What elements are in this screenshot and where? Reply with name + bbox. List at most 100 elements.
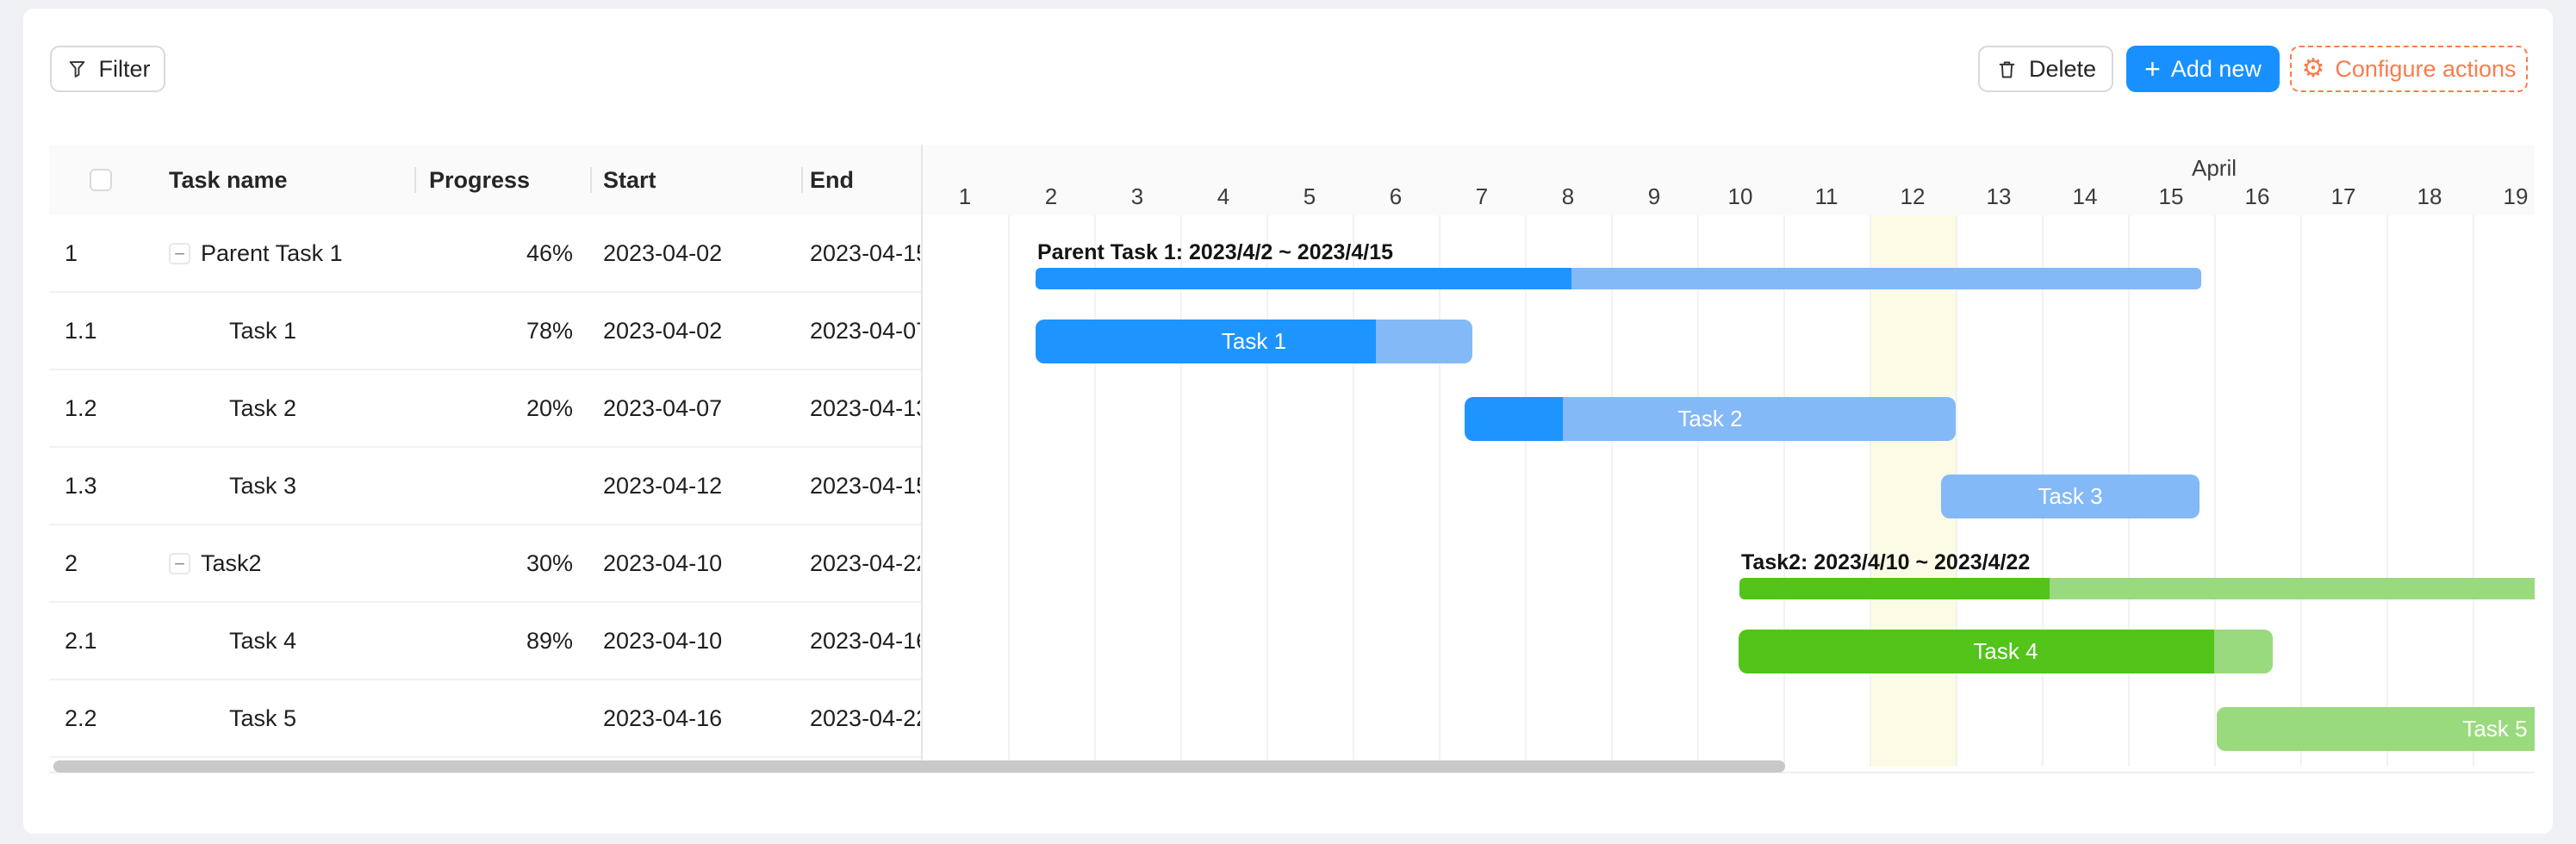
grid-line [2386,215,2388,766]
gantt-bar-label-task2: Task2: 2023/4/10 ~ 2023/4/22 [1741,550,2031,574]
row-id: 1.3 [65,473,97,499]
day-label-12: 12 [1900,183,1926,209]
task-end: 2023-04-22 [810,550,920,576]
row-id: 2.1 [65,628,97,654]
task-progress: 46% [526,240,573,266]
task-name: Task 3 [229,473,297,499]
day-label-7: 7 [1475,183,1489,209]
collapse-toggle-icon[interactable]: − [169,553,190,574]
task-name: Parent Task 1 [201,240,343,266]
day-label-14: 14 [2072,183,2098,209]
table-row-1.1[interactable]: 1.1 Task 1 78% 2023-04-02 2023-04-07 [49,293,922,370]
task-name: Task2 [201,550,262,576]
configure-actions-button[interactable]: ⚙ Configure actions [2290,46,2528,92]
gantt-bar-task-3[interactable]: Task 3 [1941,475,2200,518]
grid-line [1870,215,1871,766]
task-end: 2023-04-07 [810,318,920,344]
task-name: Task 1 [229,318,297,344]
task-end: 2023-04-13 [810,395,920,421]
day-label-1: 1 [958,183,972,209]
task-start: 2023-04-10 [603,628,723,654]
table-row-1.2[interactable]: 1.2 Task 2 20% 2023-04-07 2023-04-13 [49,370,922,448]
task-progress [414,448,573,524]
day-label-19: 19 [2503,183,2529,209]
day-label-4: 4 [1216,183,1230,209]
grid-line [2473,215,2474,766]
grid-line [2214,215,2216,766]
task-start: 2023-04-16 [603,705,723,731]
day-label-17: 17 [2330,183,2356,209]
gantt-bar-progress [1036,268,1572,289]
day-label-5: 5 [1303,183,1316,209]
column-header-start: Start [603,167,656,193]
gantt-bar-task-5[interactable]: Task 5 [2217,707,2535,751]
day-label-15: 15 [2158,183,2184,209]
column-divider [590,167,592,193]
gantt-bar-task2[interactable] [1739,578,2535,599]
widget-bottom-border [49,772,2535,773]
table-row-1.3[interactable]: 1.3 Task 3 2023-04-12 2023-04-15 [49,448,922,525]
grid-line [1008,215,1010,766]
gantt-bar-task-2[interactable]: Task 2 [1465,397,1956,441]
grid-line [1611,215,1613,766]
gantt-bar-progress [1465,397,1563,441]
task-progress: 89% [526,628,573,654]
day-label-13: 13 [1986,183,2012,209]
table-row-2.2[interactable]: 2.2 Task 5 2023-04-16 2023-04-22 [49,680,922,758]
table-chart-divider[interactable] [921,145,923,766]
row-id: 2 [65,550,78,576]
horizontal-scrollbar[interactable] [53,760,1785,773]
column-header-end: End [810,167,854,193]
gantt-timeline-header: April 1 2 3 4 5 6 7 8 9 10 11 12 13 14 15 16 17 18 19 [922,145,2535,215]
select-all-checkbox[interactable] [90,169,112,191]
task-progress: 30% [526,550,573,576]
day-label-11: 11 [1814,183,1839,209]
day-label-6: 6 [1389,183,1403,209]
gantt-bar-progress [1036,320,1377,363]
task-progress: 78% [526,318,573,344]
collapse-toggle-icon[interactable]: − [169,243,190,264]
add-new-button[interactable]: + Add new [2126,46,2280,92]
gantt-bar-text: Task 4 [1973,638,2038,664]
gantt-pane: April 1 2 3 4 5 6 7 8 9 10 11 12 13 14 15 16 17 18 19 Paren… [922,145,2535,766]
filter-button[interactable]: Filter [50,46,165,92]
task-end: 2023-04-22 [810,705,920,731]
column-header-progress: Progress [429,167,531,193]
gantt-bar-parent-task-1[interactable] [1036,268,2201,289]
gantt-bar-progress [1739,578,2050,599]
gantt-bar-text: Task 3 [2038,483,2103,509]
task-end: 2023-04-15 [810,240,920,266]
gantt-bar-text: Task 2 [1677,406,1743,431]
funnel-icon [65,58,89,81]
gantt-body: Parent Task 1: 2023/4/2 ~ 2023/4/15 Task … [922,215,2535,766]
delete-button-label: Delete [2028,55,2097,82]
configure-actions-label: Configure actions [2335,55,2517,82]
gantt-bar-task-1[interactable]: Task 1 [1036,320,1472,363]
table-row-1[interactable]: 1 − Parent Task 1 46% 2023-04-02 2023-04… [49,215,922,293]
add-new-button-label: Add new [2170,55,2262,82]
task-start: 2023-04-07 [603,395,723,421]
grid-line [1094,215,1096,766]
task-start: 2023-04-02 [603,318,723,344]
row-id: 1.1 [65,318,97,344]
gantt-bar-label-parent-task-1: Parent Task 1: 2023/4/2 ~ 2023/4/15 [1037,240,1394,264]
task-progress [414,680,573,756]
grid-line [1439,215,1440,766]
task-start: 2023-04-10 [603,550,723,576]
gantt-bar-text: Task 1 [1221,328,1287,354]
grid-line [1697,215,1699,766]
table-row-2.1[interactable]: 2.1 Task 4 89% 2023-04-10 2023-04-16 [49,603,922,680]
row-id: 1.2 [65,395,97,421]
gear-icon: ⚙ [2301,54,2325,83]
task-start: 2023-04-02 [603,240,723,266]
trash-icon [1995,58,2019,81]
table-header: Task name Progress Start End [49,145,922,215]
table-row-2[interactable]: 2 − Task2 30% 2023-04-10 2023-04-22 [49,525,922,603]
gantt-bar-progress [1739,630,2214,673]
delete-button[interactable]: Delete [1978,46,2113,92]
gantt-bar-task-4[interactable]: Task 4 [1739,630,2273,673]
plus-icon: + [2144,53,2161,84]
grid-line [1266,215,1268,766]
day-label-10: 10 [1727,183,1753,209]
grid-line [1353,215,1354,766]
